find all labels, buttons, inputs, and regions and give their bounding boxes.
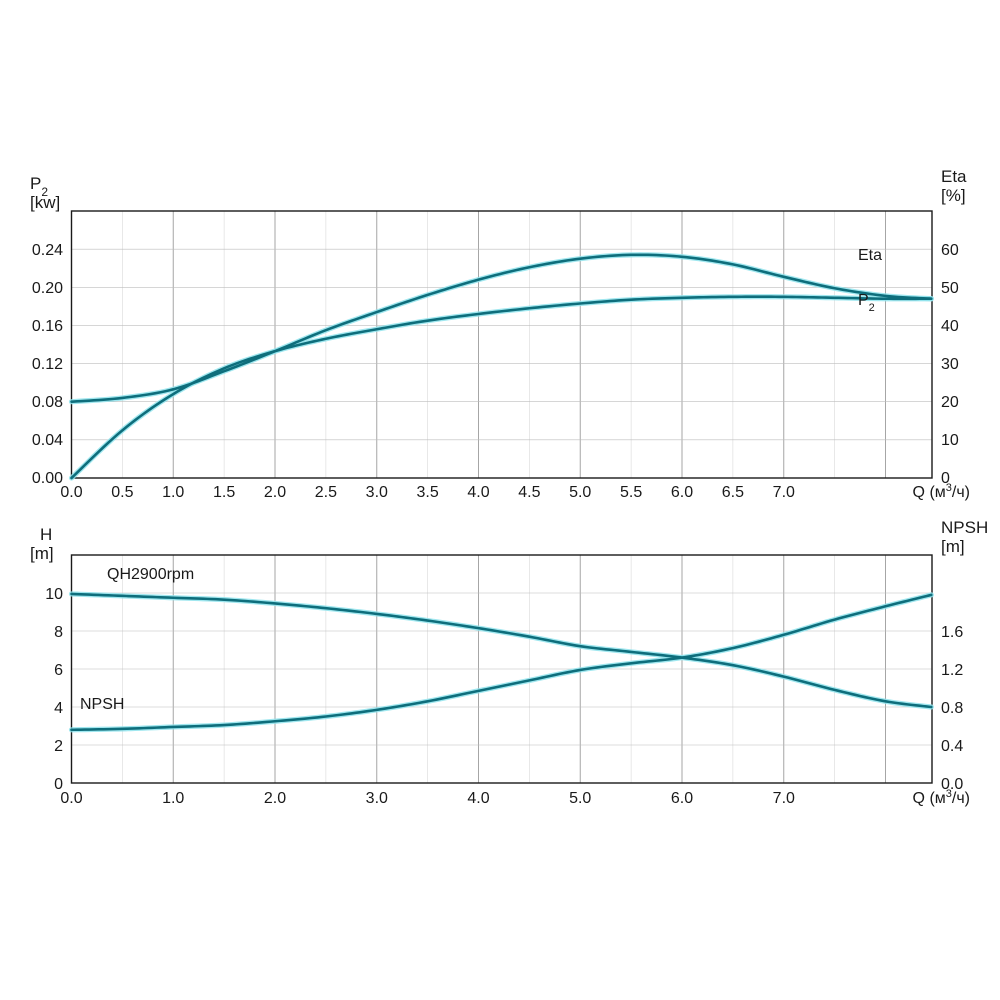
svg-text:4.0: 4.0 (467, 484, 489, 501)
svg-text:7.0: 7.0 (773, 484, 795, 501)
svg-text:6.0: 6.0 (671, 484, 693, 501)
svg-text:6.0: 6.0 (671, 790, 693, 807)
svg-text:H: H (40, 525, 52, 544)
svg-text:0.8: 0.8 (941, 700, 963, 717)
svg-text:1.0: 1.0 (162, 484, 184, 501)
svg-text:Eta: Eta (858, 247, 882, 264)
svg-text:3.0: 3.0 (366, 484, 388, 501)
svg-text:60: 60 (941, 242, 959, 259)
svg-text:6: 6 (54, 662, 63, 679)
svg-text:[kw]: [kw] (30, 193, 60, 212)
svg-text:Q (м3/ч): Q (м3/ч) (913, 482, 970, 501)
svg-text:20: 20 (941, 394, 959, 411)
svg-text:8: 8 (54, 624, 63, 641)
svg-text:0.04: 0.04 (32, 432, 63, 449)
svg-text:1.5: 1.5 (213, 484, 235, 501)
svg-text:3.0: 3.0 (366, 790, 388, 807)
svg-text:10: 10 (941, 432, 959, 449)
svg-text:0.12: 0.12 (32, 356, 63, 373)
svg-text:0.00: 0.00 (32, 470, 63, 487)
svg-text:Eta: Eta (941, 167, 967, 186)
svg-text:[%]: [%] (941, 186, 966, 205)
svg-text:[m]: [m] (30, 544, 54, 563)
svg-text:4: 4 (54, 700, 63, 717)
svg-text:[m]: [m] (941, 537, 965, 556)
svg-text:4.0: 4.0 (467, 790, 489, 807)
svg-text:0.16: 0.16 (32, 318, 63, 335)
svg-text:NPSH: NPSH (941, 518, 988, 537)
svg-text:40: 40 (941, 318, 959, 335)
svg-text:0.08: 0.08 (32, 394, 63, 411)
svg-text:10: 10 (45, 586, 63, 603)
svg-text:0.5: 0.5 (111, 484, 133, 501)
svg-text:0.4: 0.4 (941, 738, 963, 755)
svg-text:5.0: 5.0 (569, 790, 591, 807)
svg-text:5.0: 5.0 (569, 484, 591, 501)
svg-text:7.0: 7.0 (773, 790, 795, 807)
svg-text:3.5: 3.5 (416, 484, 438, 501)
svg-text:50: 50 (941, 280, 959, 297)
svg-text:2.5: 2.5 (315, 484, 337, 501)
svg-text:6.5: 6.5 (722, 484, 744, 501)
svg-text:4.5: 4.5 (518, 484, 540, 501)
svg-text:0.20: 0.20 (32, 280, 63, 297)
svg-text:Q (м3/ч): Q (м3/ч) (913, 788, 970, 807)
svg-text:NPSH: NPSH (80, 696, 124, 713)
svg-text:2: 2 (54, 738, 63, 755)
svg-text:2.0: 2.0 (264, 790, 286, 807)
svg-text:0.0: 0.0 (60, 790, 82, 807)
svg-text:0.0: 0.0 (60, 484, 82, 501)
svg-text:5.5: 5.5 (620, 484, 642, 501)
svg-text:0.24: 0.24 (32, 242, 63, 259)
svg-text:30: 30 (941, 356, 959, 373)
svg-text:2.0: 2.0 (264, 484, 286, 501)
svg-text:1.2: 1.2 (941, 662, 963, 679)
svg-text:1.6: 1.6 (941, 624, 963, 641)
svg-text:1.0: 1.0 (162, 790, 184, 807)
svg-text:QH2900rpm: QH2900rpm (107, 566, 194, 583)
